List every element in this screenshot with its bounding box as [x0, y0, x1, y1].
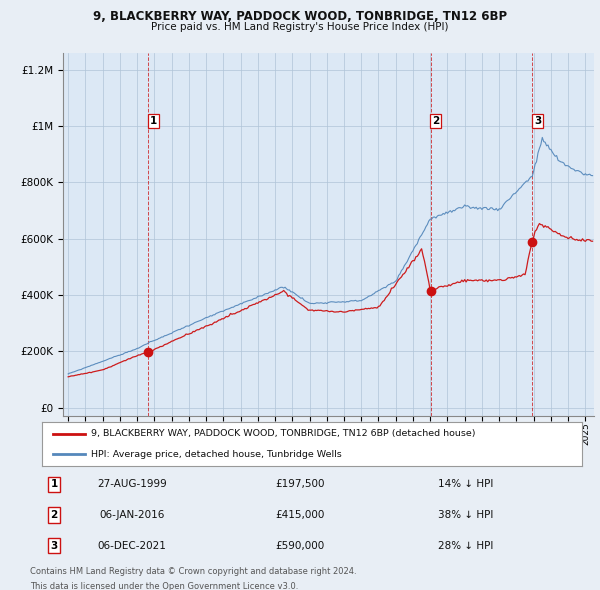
Text: Contains HM Land Registry data © Crown copyright and database right 2024.: Contains HM Land Registry data © Crown c…: [30, 567, 356, 576]
Text: 28% ↓ HPI: 28% ↓ HPI: [438, 541, 493, 550]
Text: £590,000: £590,000: [275, 541, 325, 550]
Text: 27-AUG-1999: 27-AUG-1999: [97, 480, 167, 489]
Text: 2: 2: [50, 510, 58, 520]
Text: 9, BLACKBERRY WAY, PADDOCK WOOD, TONBRIDGE, TN12 6BP: 9, BLACKBERRY WAY, PADDOCK WOOD, TONBRID…: [93, 10, 507, 23]
Text: 1: 1: [50, 480, 58, 489]
Text: 06-JAN-2016: 06-JAN-2016: [100, 510, 164, 520]
Text: 3: 3: [50, 541, 58, 550]
Text: £197,500: £197,500: [275, 480, 325, 489]
Text: 3: 3: [534, 116, 541, 126]
Text: This data is licensed under the Open Government Licence v3.0.: This data is licensed under the Open Gov…: [30, 582, 298, 590]
Text: 14% ↓ HPI: 14% ↓ HPI: [438, 480, 493, 489]
Text: 38% ↓ HPI: 38% ↓ HPI: [438, 510, 493, 520]
Text: 2: 2: [432, 116, 439, 126]
Text: 1: 1: [150, 116, 157, 126]
Text: Price paid vs. HM Land Registry's House Price Index (HPI): Price paid vs. HM Land Registry's House …: [151, 22, 449, 32]
Text: HPI: Average price, detached house, Tunbridge Wells: HPI: Average price, detached house, Tunb…: [91, 450, 341, 458]
Text: 9, BLACKBERRY WAY, PADDOCK WOOD, TONBRIDGE, TN12 6BP (detached house): 9, BLACKBERRY WAY, PADDOCK WOOD, TONBRID…: [91, 430, 475, 438]
Text: £415,000: £415,000: [275, 510, 325, 520]
Text: 06-DEC-2021: 06-DEC-2021: [98, 541, 166, 550]
